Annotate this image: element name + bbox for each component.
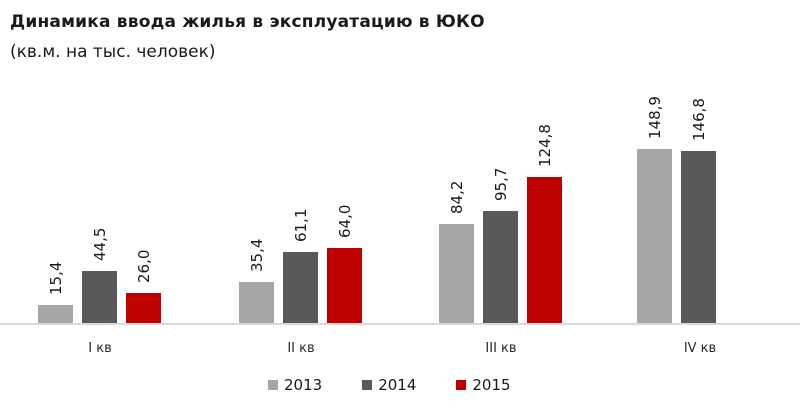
value-label-2014-q2: 61,1 (292, 208, 310, 242)
legend-item-2014: 2014 (362, 376, 416, 394)
bar-2013-q1 (38, 305, 73, 323)
bar-2013-q3 (439, 224, 474, 323)
category-label-q2: II кв (287, 341, 315, 356)
legend-item-2013: 2013 (268, 376, 322, 394)
value-label-2013-q2: 35,4 (248, 238, 266, 272)
legend-swatch-2014 (362, 380, 373, 390)
legend-item-2015: 2015 (456, 376, 511, 394)
category-label-q4: IV кв (683, 341, 717, 356)
chart-subtitle: (кв.м. на тыс. человек) (10, 42, 216, 62)
legend-swatch-2015 (456, 380, 467, 390)
value-label-2014-q4: 146,8 (690, 98, 708, 141)
bar-2014-q3 (483, 211, 518, 323)
legend-swatch-2013 (268, 380, 278, 390)
legend-label-2014: 2014 (378, 376, 417, 394)
legend: 2013 2014 2015 (268, 376, 551, 394)
bar-2014-q4 (681, 151, 716, 323)
bar-2014-q2 (283, 252, 318, 323)
legend-label-2015: 2015 (472, 376, 511, 394)
bar-2014-q1 (82, 271, 117, 323)
bar-2013-q2 (239, 282, 274, 323)
chart-title: Динамика ввода жилья в эксплуатацию в ЮК… (10, 12, 485, 32)
bar-2015-q2 (327, 248, 362, 323)
value-label-2015-q2: 64,0 (336, 204, 354, 238)
value-label-2013-q4: 148,9 (646, 96, 664, 139)
value-label-2015-q1: 26,0 (135, 249, 153, 283)
value-label-2013-q3: 84,2 (448, 180, 466, 214)
bar-2013-q4 (637, 149, 672, 323)
value-label-2013-q1: 15,4 (47, 261, 65, 295)
value-label-2014-q1: 44,5 (91, 227, 109, 261)
bar-2015-q3 (527, 177, 562, 323)
value-label-2015-q3: 124,8 (536, 124, 554, 167)
bar-2015-q1 (126, 293, 161, 323)
value-label-2014-q3: 95,7 (492, 167, 510, 201)
category-label-q1: I кв (88, 341, 112, 356)
x-axis-line (0, 323, 800, 325)
legend-label-2013: 2013 (284, 376, 323, 394)
category-label-q3: III кв (485, 341, 517, 356)
